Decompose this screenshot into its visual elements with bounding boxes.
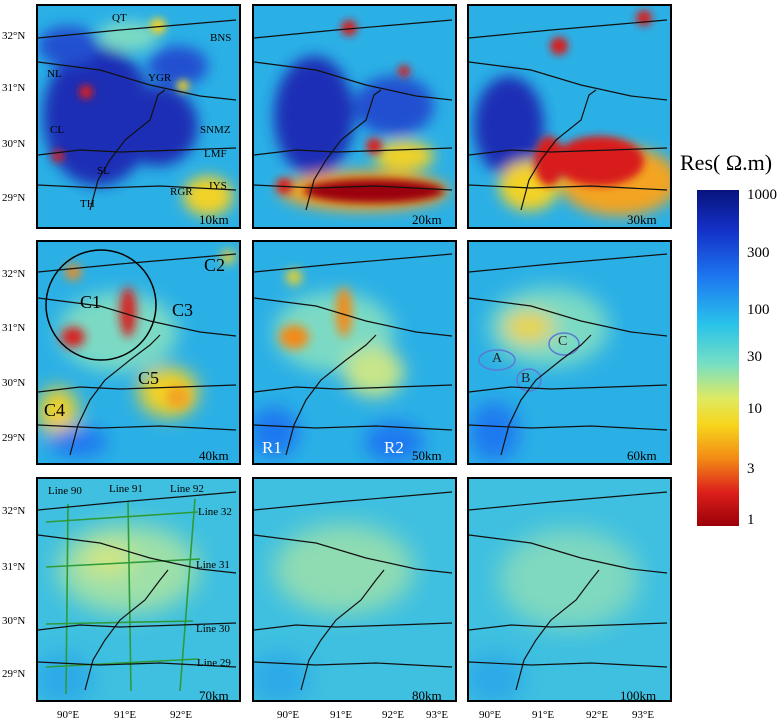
lon-label-90e-col3: 90°E — [479, 709, 502, 721]
colorbar-tick-3: 3 — [747, 461, 755, 477]
depth-label-50km: 50km — [412, 448, 442, 463]
lat-label-29n-row1: 29°N — [2, 192, 26, 204]
label-cl: CL — [50, 124, 65, 136]
label-c: C — [558, 334, 568, 349]
label-c1: C1 — [80, 292, 102, 312]
lon-label-91e-col3: 91°E — [532, 709, 555, 721]
lon-label-93e-col3: 93°E — [632, 709, 655, 721]
depth-label-30km: 30km — [627, 212, 657, 227]
lon-label-92e-col1: 92°E — [170, 709, 193, 721]
profile-lines — [45, 498, 201, 695]
lat-label-32n-row2: 32°N — [2, 268, 26, 280]
label-snmz: SNMZ — [200, 124, 231, 136]
label-lmf: LMF — [204, 148, 227, 160]
lon-label-91e-col2: 91°E — [330, 709, 353, 721]
depth-label-80km: 80km — [412, 688, 442, 703]
label-nl: NL — [47, 68, 62, 80]
region-c-ellipse — [548, 332, 580, 356]
lat-label-30n-row3: 30°N — [2, 615, 26, 627]
label-line-90: Line 90 — [48, 485, 82, 497]
label-bns: BNS — [210, 32, 232, 44]
label-b: B — [521, 371, 531, 386]
label-line-32: Line 32 — [198, 506, 232, 518]
lat-label-30n-row2: 30°N — [2, 377, 26, 389]
label-line-30: Line 30 — [196, 623, 230, 635]
depth-label-60km: 60km — [627, 448, 657, 463]
lat-label-29n-row2: 29°N — [2, 432, 26, 444]
colorbar-tick-30: 30 — [747, 349, 762, 365]
colorbar-tick-1: 1 — [747, 512, 755, 528]
label-a: A — [492, 351, 503, 366]
depth-label-20km: 20km — [412, 212, 442, 227]
depth-label-10km: 10km — [199, 212, 229, 227]
label-line-91: Line 91 — [109, 483, 143, 495]
lon-label-90e-col1: 90°E — [57, 709, 80, 721]
label-iys: IYS — [209, 180, 227, 192]
label-r1: R1 — [262, 438, 282, 457]
label-c2: C2 — [204, 255, 226, 275]
lat-label-31n-row1: 31°N — [2, 82, 26, 94]
label-c5: C5 — [138, 368, 160, 388]
label-r2: R2 — [384, 438, 404, 457]
label-rgr: RGR — [170, 186, 193, 198]
label-line-31: Line 31 — [196, 559, 230, 571]
lat-label-32n-row1: 32°N — [2, 30, 26, 42]
colorbar-tick-10: 10 — [747, 401, 762, 417]
colorbar-tick-300: 300 — [747, 245, 770, 261]
resistivity-map-20km — [254, 6, 455, 227]
resistivity-map-30km — [469, 6, 670, 227]
lat-label-31n-row2: 31°N — [2, 322, 26, 334]
region-b-ellipse — [516, 368, 542, 392]
label-line-92: Line 92 — [170, 483, 204, 495]
lon-label-92e-col2: 92°E — [382, 709, 405, 721]
label-c4: C4 — [44, 400, 66, 420]
label-ygr: YGR — [148, 72, 172, 84]
depth-label-40km: 40km — [199, 448, 229, 463]
map-panel-30km — [467, 4, 672, 229]
colorbar — [697, 190, 739, 526]
map-panel-10km — [36, 4, 241, 229]
label-qt: QT — [112, 12, 127, 24]
label-th: TH — [80, 198, 95, 210]
lon-label-92e-col3: 92°E — [586, 709, 609, 721]
map-panel-20km — [252, 4, 457, 229]
lon-label-91e-col1: 91°E — [114, 709, 137, 721]
region-a-ellipse — [478, 349, 516, 371]
colorbar-tick-100: 100 — [747, 302, 770, 318]
lat-label-30n-row1: 30°N — [2, 138, 26, 150]
lat-label-31n-row3: 31°N — [2, 561, 26, 573]
depth-label-100km: 100km — [620, 688, 657, 703]
depth-label-70km: 70km — [199, 688, 229, 703]
colorbar-title: Res( Ω.m) — [680, 150, 773, 175]
resistivity-map-10km — [38, 6, 239, 227]
lat-label-32n-row3: 32°N — [2, 505, 26, 517]
label-c3: C3 — [172, 300, 194, 320]
region-c1-circle — [45, 249, 157, 361]
label-line-29: Line 29 — [197, 657, 231, 669]
label-sl: SL — [97, 165, 110, 177]
colorbar-tick-1000: 1000 — [747, 187, 777, 203]
lon-label-90e-col2: 90°E — [277, 709, 300, 721]
lat-label-29n-row3: 29°N — [2, 668, 26, 680]
lon-label-93e-col2: 93°E — [426, 709, 449, 721]
